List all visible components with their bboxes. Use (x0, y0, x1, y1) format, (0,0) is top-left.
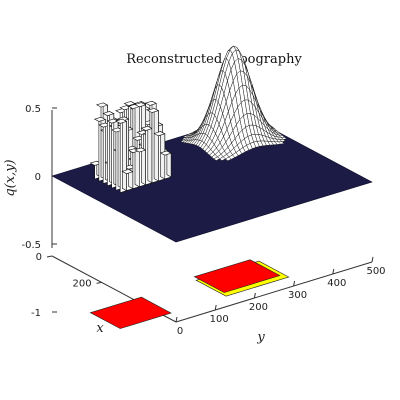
z-tick-label: 0 (35, 172, 41, 183)
z-tick-label: 0.5 (25, 104, 41, 115)
surface (52, 46, 372, 242)
projection-primary (194, 260, 279, 293)
y-tick-label: 500 (366, 266, 385, 277)
y-tick-label: 0 (177, 326, 183, 337)
y-tick-label: 200 (249, 302, 268, 313)
block-prism-face (154, 108, 158, 180)
block-prism-face (161, 132, 165, 179)
z-tick-label: -1 (31, 308, 41, 319)
x-tick-mark (47, 256, 52, 257)
y-tick-mark (372, 257, 373, 262)
block-prism-face (167, 151, 171, 177)
y-ticks: 0 100 200 300 400 500 (176, 257, 386, 337)
block-prism-face (122, 119, 126, 191)
z-tick-label: -0.5 (21, 240, 41, 251)
block-prism-face (141, 148, 145, 185)
block-prism-face (148, 126, 152, 183)
x-tick-mark (97, 282, 102, 283)
x-tick-label: 0 (36, 252, 42, 263)
chart-title: Reconstructed topography (126, 52, 302, 67)
y-tick-label: 100 (210, 314, 229, 325)
z-axis-label: q(x,y) (3, 159, 18, 196)
x-tick-label: 200 (73, 278, 92, 289)
y-tick-label: 400 (327, 278, 346, 289)
y-axis-label: y (256, 330, 265, 345)
block-prism-face (135, 149, 139, 187)
y-tick-label: 300 (288, 290, 307, 301)
x-axis-label: x (96, 321, 104, 336)
